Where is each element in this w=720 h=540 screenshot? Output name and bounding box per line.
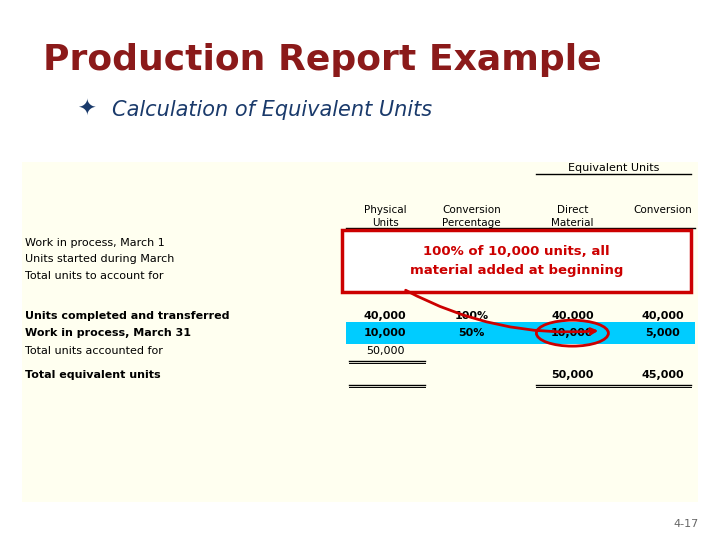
FancyBboxPatch shape xyxy=(342,230,691,292)
Text: 50%: 50% xyxy=(459,328,485,338)
Text: 100% of 10,000 units, all
material added at beginning: 100% of 10,000 units, all material added… xyxy=(410,245,624,276)
Text: Equivalent Units: Equivalent Units xyxy=(568,163,660,173)
Text: 100%: 100% xyxy=(454,311,489,321)
Text: ✦: ✦ xyxy=(77,100,96,120)
Text: Direct
Material: Direct Material xyxy=(551,205,594,227)
Text: Production Report Example: Production Report Example xyxy=(43,43,602,77)
Text: Total equivalent units: Total equivalent units xyxy=(25,370,161,380)
Text: 45,000: 45,000 xyxy=(641,370,684,380)
Text: 40,000: 40,000 xyxy=(641,311,684,321)
Text: Work in process, March 31: Work in process, March 31 xyxy=(25,328,192,338)
Text: 50,000: 50,000 xyxy=(552,370,593,380)
Text: 40,000: 40,000 xyxy=(364,311,407,321)
Text: Work in process, March 1: Work in process, March 1 xyxy=(25,238,165,248)
FancyBboxPatch shape xyxy=(22,162,698,502)
Text: 10,000: 10,000 xyxy=(364,328,407,338)
Text: 10,000: 10,000 xyxy=(551,328,594,338)
Text: Units completed and transferred: Units completed and transferred xyxy=(25,311,230,321)
Text: Conversion: Conversion xyxy=(633,205,692,215)
FancyBboxPatch shape xyxy=(346,322,695,344)
Text: 20,000: 20,000 xyxy=(366,238,405,248)
Text: 50,000: 50,000 xyxy=(366,272,405,281)
Text: Total units accounted for: Total units accounted for xyxy=(25,346,163,356)
Text: Total units to account for: Total units to account for xyxy=(25,272,163,281)
Text: 4-17: 4-17 xyxy=(673,519,698,529)
Text: 10%: 10% xyxy=(459,238,484,248)
Text: 30,000: 30,000 xyxy=(366,254,405,264)
Text: Conversion
Percentage
Complete: Conversion Percentage Complete xyxy=(442,205,501,240)
Text: 5,000: 5,000 xyxy=(645,328,680,338)
Text: Calculation of Equivalent Units: Calculation of Equivalent Units xyxy=(112,100,432,120)
Text: Units started during March: Units started during March xyxy=(25,254,174,264)
Text: 40,000: 40,000 xyxy=(551,311,594,321)
Text: 50,000: 50,000 xyxy=(366,346,405,356)
Text: Physical
Units: Physical Units xyxy=(364,205,407,227)
